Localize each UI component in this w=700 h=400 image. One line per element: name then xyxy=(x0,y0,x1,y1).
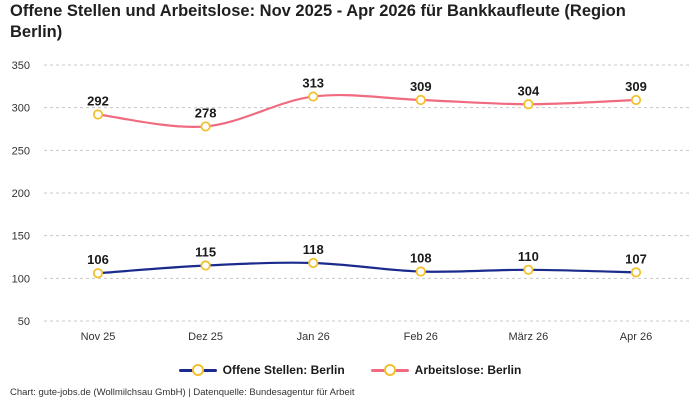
y-tick-label: 350 xyxy=(12,60,30,72)
x-tick-label: Apr 26 xyxy=(620,331,652,343)
series-lines xyxy=(97,93,637,275)
y-tick-label: 100 xyxy=(12,273,30,285)
legend: Offene Stellen: Berlin Arbeitslose: Berl… xyxy=(0,362,700,378)
x-tick-label: Feb 26 xyxy=(404,331,438,343)
data-label: 304 xyxy=(518,83,540,98)
data-point[interactable] xyxy=(92,109,104,120)
data-point[interactable] xyxy=(200,121,211,132)
data-point[interactable] xyxy=(308,91,319,102)
series-points xyxy=(92,91,642,279)
data-point[interactable] xyxy=(415,94,426,106)
x-tick-label: Jan 26 xyxy=(297,331,330,343)
data-point[interactable] xyxy=(630,267,642,278)
data-label: 313 xyxy=(302,76,324,91)
y-tick-label: 250 xyxy=(12,145,30,157)
y-tick-label: 200 xyxy=(12,188,30,200)
legend-item-offene-stellen[interactable]: Offene Stellen: Berlin xyxy=(178,362,345,378)
data-point[interactable] xyxy=(92,268,104,279)
data-point[interactable] xyxy=(630,94,642,106)
data-label: 278 xyxy=(195,105,217,120)
data-point[interactable] xyxy=(523,264,534,275)
data-label: 292 xyxy=(87,93,109,108)
data-label: 108 xyxy=(410,251,432,266)
data-label: 107 xyxy=(625,251,647,266)
data-label: 115 xyxy=(195,245,216,260)
series-line-1 xyxy=(97,93,637,128)
legend-label-offene-stellen: Offene Stellen: Berlin xyxy=(222,363,345,377)
chart-footer: Chart: gute-jobs.de (Wollmilchsau GmbH) … xyxy=(10,387,355,398)
data-labels: 106 115 118 108 110 107 292 278 313 309 304 309 xyxy=(87,76,647,268)
x-tick-label: März 26 xyxy=(509,331,549,343)
series-line-0 xyxy=(97,261,637,275)
legend-label-arbeitslose: Arbeitslose: Berlin xyxy=(414,363,522,377)
data-label: 118 xyxy=(303,242,324,257)
y-tick-label: 300 xyxy=(12,103,30,115)
y-axis-ticks: 50 100 150 200 250 300 350 xyxy=(12,60,30,328)
data-label: 110 xyxy=(518,249,539,264)
data-point[interactable] xyxy=(523,99,534,110)
grid-lines xyxy=(44,64,690,322)
x-tick-label: Dez 25 xyxy=(188,331,223,343)
y-tick-label: 50 xyxy=(18,316,30,328)
y-tick-label: 150 xyxy=(12,231,30,243)
legend-swatch-arbeitslose xyxy=(370,362,409,378)
data-point[interactable] xyxy=(415,266,426,277)
data-point[interactable] xyxy=(308,257,319,269)
data-point[interactable] xyxy=(200,260,211,271)
legend-item-arbeitslose[interactable]: Arbeitslose: Berlin xyxy=(370,362,522,378)
data-label: 309 xyxy=(625,79,647,94)
legend-swatch-offene-stellen xyxy=(178,362,217,378)
data-label: 309 xyxy=(410,79,432,94)
x-axis-ticks: Nov 25 Dez 25 Jan 26 Feb 26 März 26 Apr 26 xyxy=(81,331,653,343)
data-label: 106 xyxy=(87,252,109,267)
chart-title: Offene Stellen und Arbeitslose: Nov 2025… xyxy=(10,2,626,41)
x-tick-label: Nov 25 xyxy=(81,331,116,343)
